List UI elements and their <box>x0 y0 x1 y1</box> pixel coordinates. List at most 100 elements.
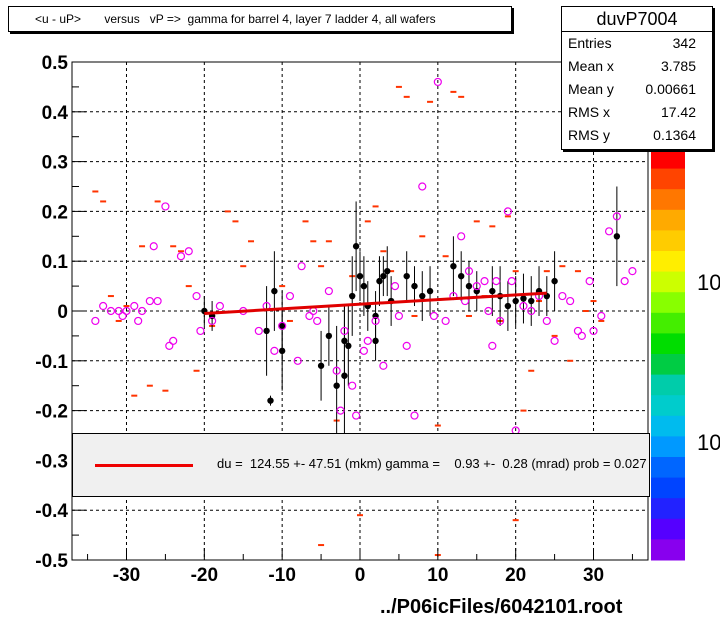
bin-marker <box>115 319 122 322</box>
bin-marker <box>380 250 387 253</box>
data-point <box>285 291 295 301</box>
palette-cell <box>651 292 685 314</box>
fit-line <box>204 291 547 315</box>
data-point <box>196 326 205 336</box>
stats-label: Mean x <box>568 58 614 74</box>
bin-marker <box>520 409 527 412</box>
data-point <box>402 341 411 350</box>
profile-point <box>426 287 434 295</box>
bin-marker <box>395 85 402 88</box>
bin-marker <box>489 225 496 228</box>
data-point <box>484 306 493 316</box>
bin-marker <box>411 314 418 317</box>
bin-marker <box>139 245 146 248</box>
palette-cell <box>651 209 685 231</box>
bin-marker <box>170 245 177 248</box>
profile-point <box>457 272 465 280</box>
bin-marker <box>279 285 286 288</box>
bin-marker <box>372 205 379 208</box>
profile-point <box>465 282 473 290</box>
data-point <box>184 247 193 256</box>
palette-cell <box>651 374 685 396</box>
data-point <box>313 316 322 326</box>
palette-cell <box>651 354 685 376</box>
profile-point <box>520 295 527 302</box>
bin-marker <box>232 220 239 223</box>
data-point <box>293 356 302 365</box>
color-palette <box>651 148 685 561</box>
bin-marker <box>504 215 511 218</box>
profile-point <box>360 282 368 290</box>
profile-point <box>528 297 535 305</box>
palette-cell <box>651 395 685 417</box>
bin-marker <box>512 519 519 522</box>
bin-marker <box>388 270 395 273</box>
profile-point <box>341 372 348 379</box>
bin-marker <box>473 220 480 223</box>
profile-point <box>349 292 356 300</box>
data-point <box>176 252 186 261</box>
profile-point <box>403 272 410 280</box>
profile-point <box>372 337 379 345</box>
x-tick-label: -10 <box>268 565 295 586</box>
data-point <box>134 316 143 326</box>
file-label: ../P06icFiles/6042101.root <box>380 596 623 618</box>
data-point <box>305 311 314 321</box>
bin-marker <box>364 220 371 223</box>
data-point <box>429 311 439 321</box>
bin-marker <box>224 210 231 213</box>
bin-marker <box>318 544 325 547</box>
data-point <box>118 311 127 321</box>
y-tick-label: -0.1 <box>35 352 68 373</box>
stats-label: Entries <box>568 35 612 51</box>
profile-point <box>333 382 340 389</box>
palette-cell <box>651 477 685 499</box>
data-point <box>519 301 528 311</box>
data-point <box>527 306 536 316</box>
profile-point <box>271 287 278 295</box>
x-tick-label: 0 <box>355 565 366 586</box>
data-point <box>169 336 178 345</box>
bin-marker <box>302 220 309 223</box>
bin-marker <box>240 265 247 268</box>
fit-line-segment <box>204 291 547 315</box>
profile-point <box>325 332 333 340</box>
y-tick-label: -0.4 <box>35 501 68 522</box>
fit-legend-text: du = 124.55 +- 47.51 (mkm) gamma = 0.93 … <box>217 456 647 471</box>
profile-point <box>551 277 558 285</box>
bin-marker <box>131 394 138 397</box>
bin-marker <box>162 389 169 392</box>
bin-marker <box>590 300 597 303</box>
data-point <box>359 346 368 355</box>
data-point <box>352 411 361 420</box>
profile-point <box>278 347 286 355</box>
data-points <box>91 77 637 435</box>
data-point <box>324 286 333 296</box>
data-point <box>254 326 263 336</box>
data-point <box>628 267 637 276</box>
data-point <box>371 316 380 326</box>
bin-marker <box>92 190 99 193</box>
data-point <box>542 316 551 326</box>
data-point <box>379 361 388 370</box>
bin-marker <box>100 200 107 203</box>
stats-row-rms-y: RMS y 0.1364 <box>562 124 712 147</box>
palette-cell <box>651 518 685 540</box>
data-point <box>480 277 489 286</box>
stats-label: Mean y <box>568 81 614 97</box>
palette-cell <box>651 457 685 479</box>
bin-marker <box>512 270 519 273</box>
data-point <box>278 321 287 331</box>
data-point <box>604 227 614 236</box>
palette-cell <box>651 271 685 293</box>
palette-cell <box>651 168 685 190</box>
y-tick-label: 0.4 <box>42 103 69 124</box>
bin-marker <box>559 265 566 268</box>
data-point <box>161 202 170 211</box>
profile-point <box>512 297 519 305</box>
bin-marker <box>357 514 363 517</box>
profile-point <box>450 262 457 270</box>
bin-marker <box>248 240 255 243</box>
stats-value: 0.00661 <box>645 81 696 97</box>
data-point <box>589 326 598 336</box>
